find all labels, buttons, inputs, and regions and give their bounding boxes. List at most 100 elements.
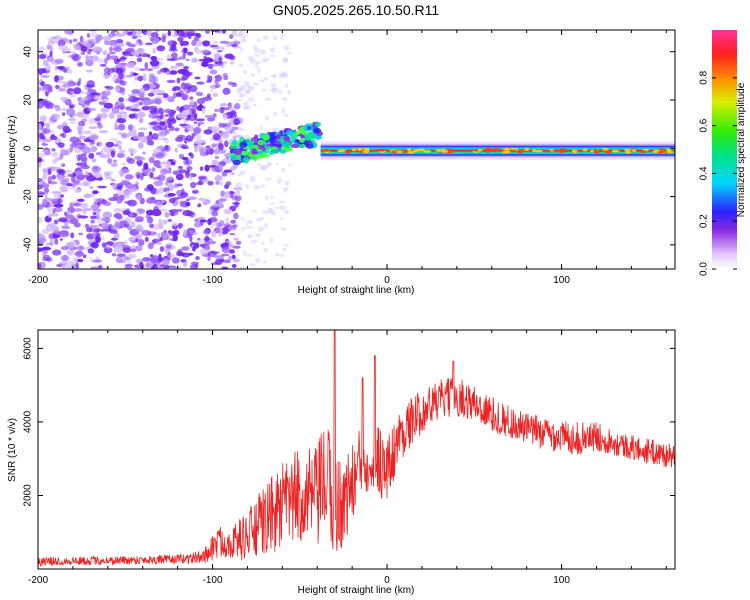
spec-noise-blob [68, 39, 73, 44]
spec-noise-blob [270, 47, 275, 50]
spec-noise-blob [91, 31, 98, 38]
spec-noise-blob [131, 89, 141, 94]
spec-noise-blob [196, 139, 207, 144]
spec-noise-blob [60, 245, 69, 251]
spec-noise-blob [260, 241, 266, 245]
spec-noise-blob [70, 232, 75, 239]
spec-carrier-peak [363, 147, 370, 151]
spec-noise-blob [221, 30, 227, 34]
spec-noise-blob [71, 145, 81, 149]
spec-noise-blob [229, 232, 236, 236]
spec-noise-blob [171, 118, 177, 123]
spec-noise-blob [251, 210, 258, 213]
spec-noise-blob [283, 114, 288, 117]
spec-noise-blob [137, 39, 142, 43]
spec-noise-blob [100, 112, 108, 119]
spec-noise-blob [272, 35, 278, 41]
spec-noise-blob [202, 242, 210, 246]
spec-noise-blob [218, 148, 227, 154]
spec-noise-blob [181, 93, 189, 101]
spec-noise-blob [148, 122, 158, 126]
spec-noise-blob [51, 148, 56, 152]
spec-noise-blob [91, 224, 100, 230]
spec-noise-blob [128, 236, 135, 242]
spec-noise-blob [153, 159, 162, 168]
spec-noise-blob [38, 184, 43, 190]
spec-noise-blob [282, 247, 287, 252]
spec-noise-blob [236, 99, 244, 102]
spec-noise-blob [134, 228, 143, 233]
spec-noise-blob [59, 230, 69, 235]
spec-noise-blob [54, 58, 64, 64]
spec-noise-blob [175, 173, 184, 181]
spec-noise-blob [40, 75, 50, 78]
spec-noise-blob [233, 187, 243, 191]
spec-noise-blob [92, 259, 103, 263]
spec-noise-blob [252, 44, 257, 50]
spec-track-blob [265, 149, 270, 153]
spec-noise-blob [95, 209, 101, 217]
spec-noise-blob [170, 52, 178, 59]
spec-noise-blob [58, 45, 68, 51]
spec-noise-blob [136, 194, 142, 202]
spec-noise-blob [113, 207, 122, 213]
spec-noise-blob [235, 240, 242, 245]
spec-noise-blob [56, 125, 64, 130]
spec-noise-blob [223, 191, 232, 199]
spec-noise-blob [127, 225, 133, 231]
spec-noise-blob [151, 166, 156, 173]
spec-noise-blob [254, 257, 261, 264]
spec-noise-blob [148, 112, 159, 119]
spec-noise-blob [166, 54, 172, 60]
spec-noise-blob [95, 256, 101, 260]
spec-noise-blob [130, 248, 137, 253]
spec-noise-blob [43, 250, 48, 254]
spec-noise-blob [49, 102, 54, 109]
spec-noise-blob [171, 245, 177, 250]
spec-noise-blob [78, 232, 84, 236]
spec-noise-blob [132, 125, 136, 132]
spec-noise-blob [163, 67, 168, 73]
spec-noise-blob [282, 71, 288, 75]
spec-noise-blob [153, 88, 159, 95]
spec-noise-blob [102, 211, 113, 219]
spec-noise-blob [82, 254, 87, 259]
spec-noise-blob [91, 158, 97, 163]
colorbar-tick-label: 0.8 [699, 70, 710, 84]
spec-noise-blob [147, 216, 154, 224]
spec-noise-blob [195, 91, 202, 96]
spec-noise-blob [123, 190, 129, 195]
spec-noise-blob [178, 222, 184, 228]
spec-noise-blob [246, 91, 251, 95]
spec-noise-blob [54, 35, 62, 40]
spec-carrier-peak [652, 150, 659, 153]
spec-noise-blob [117, 63, 122, 69]
spec-noise-blob [61, 163, 66, 167]
spec-noise-blob [165, 247, 170, 255]
spec-noise-blob [240, 226, 246, 231]
spec-noise-blob [79, 35, 84, 43]
spec-noise-blob [188, 230, 194, 235]
spec-noise-blob [130, 221, 136, 228]
spec-noise-blob [38, 233, 46, 241]
spec-noise-blob [76, 245, 85, 251]
spec-noise-blob [238, 31, 243, 37]
spec-noise-blob [176, 105, 180, 112]
spec-noise-blob [118, 194, 125, 201]
spec-carrier-peak [340, 149, 346, 152]
spec-noise-blob [105, 89, 112, 97]
spec-noise-blob [83, 138, 92, 143]
spectrogram-data [38, 30, 675, 269]
spec-noise-blob [230, 172, 235, 176]
spec-noise-blob [223, 76, 229, 81]
spec-noise-blob [268, 208, 274, 214]
spec-noise-blob [210, 44, 219, 48]
spec-noise-blob [83, 193, 92, 199]
spec-noise-blob [148, 75, 156, 83]
spec-noise-blob [229, 60, 235, 65]
spec-noise-blob [155, 188, 160, 196]
spec-noise-blob [114, 121, 118, 130]
spec-carrier-peak [593, 150, 600, 154]
spec-carrier-peak [345, 150, 351, 154]
